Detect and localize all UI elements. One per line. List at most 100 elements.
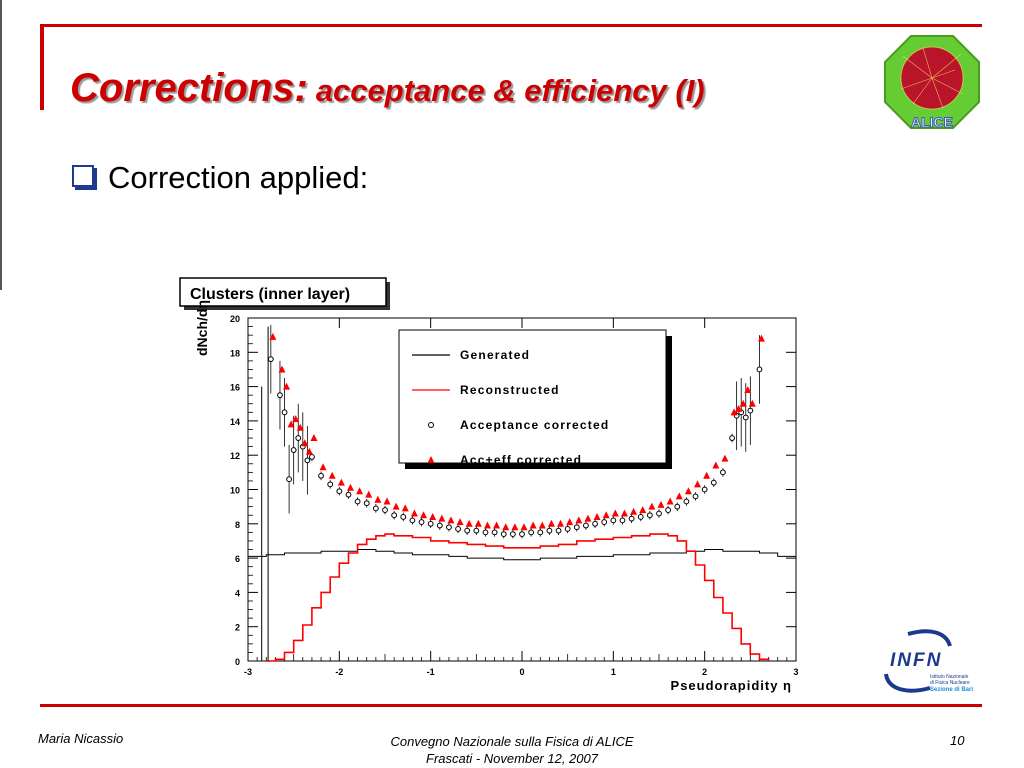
data-point-circle xyxy=(418,519,425,525)
data-point-triangle xyxy=(296,423,304,431)
y-tick-label: 10 xyxy=(230,486,240,496)
legend-label: Generated xyxy=(460,348,530,362)
data-point-triangle xyxy=(657,500,665,508)
data-point-triangle xyxy=(538,521,546,529)
data-point-circle xyxy=(427,520,434,527)
data-point-circle xyxy=(267,356,274,363)
data-point-triangle xyxy=(392,502,400,510)
data-point-triangle xyxy=(557,519,565,527)
slide-title-sub: acceptance & efficiency (I) xyxy=(315,73,705,108)
data-point-triangle xyxy=(730,408,738,416)
alice-logo: ALICE xyxy=(884,35,980,130)
y-tick-label: 6 xyxy=(235,554,240,564)
data-point-triangle xyxy=(493,521,501,529)
data-point-triangle xyxy=(584,514,592,522)
data-point-triangle xyxy=(611,509,619,517)
data-point-triangle xyxy=(365,490,373,498)
data-point-triangle xyxy=(639,506,647,514)
data-point-circle xyxy=(391,512,398,519)
data-point-circle xyxy=(555,527,562,534)
data-point-circle xyxy=(382,507,388,513)
data-point-circle xyxy=(482,529,489,536)
data-point-triangle xyxy=(712,461,720,469)
x-tick-label: -1 xyxy=(427,667,435,677)
data-point-circle xyxy=(564,526,571,532)
data-point-circle xyxy=(583,522,589,529)
data-point-circle xyxy=(436,522,443,529)
data-point-triangle xyxy=(456,518,464,526)
data-point-circle xyxy=(519,531,525,537)
data-point-triangle xyxy=(511,523,519,531)
infn-sub-1: Istituto Nazionale xyxy=(930,674,969,680)
data-point-triangle xyxy=(374,495,382,503)
data-point-triangle xyxy=(269,332,277,340)
x-axis-label: Pseudorapidity η xyxy=(671,678,792,693)
data-point-triangle xyxy=(666,497,674,505)
infn-sub-3: Sezione di Bari xyxy=(930,687,973,693)
legend-label: Reconstructed xyxy=(460,383,560,397)
data-point-circle xyxy=(742,414,749,421)
data-point-circle xyxy=(446,524,452,531)
data-point-circle xyxy=(286,476,292,483)
y-tick-label: 4 xyxy=(235,588,240,598)
data-point-triangle xyxy=(305,447,313,455)
y-tick-label: 18 xyxy=(230,348,240,358)
data-point-circle xyxy=(619,517,626,524)
data-point-triangle xyxy=(547,519,555,527)
data-point-triangle xyxy=(648,502,656,510)
data-point-triangle xyxy=(602,511,610,519)
series-reconstructed xyxy=(266,533,770,662)
legend-entry: Acceptance corrected xyxy=(428,418,608,432)
data-point-triangle xyxy=(721,454,729,462)
data-point-triangle xyxy=(748,399,756,407)
series-layer xyxy=(248,324,797,662)
y-tick-label: 2 xyxy=(235,623,240,633)
data-point-circle xyxy=(656,510,662,517)
histogram-line xyxy=(248,549,797,561)
data-point-circle xyxy=(304,457,311,464)
slide-title-main: Corrections: xyxy=(70,66,308,110)
data-point-circle xyxy=(637,514,644,520)
data-point-circle xyxy=(455,526,461,532)
legend: Generated Reconstructed Acceptance correct… xyxy=(398,329,672,469)
data-point-circle xyxy=(409,517,416,524)
data-point-triangle xyxy=(474,519,482,527)
footer-conference-line1: Convegno Nazionale sulla Fisica di ALICE xyxy=(390,734,634,749)
data-point-circle xyxy=(318,472,324,479)
y-tick-label: 14 xyxy=(230,417,240,427)
data-point-triangle xyxy=(465,519,473,527)
infn-logo: INFN Istituto Nazionale di Fisica Nuclea… xyxy=(884,629,973,693)
legend-entry: Acc+eff corrected xyxy=(427,453,582,467)
data-point-triangle xyxy=(319,463,327,471)
histogram-line xyxy=(266,533,770,662)
y-tick-label: 8 xyxy=(235,520,240,530)
data-point-circle xyxy=(327,481,334,488)
title-top-rule xyxy=(40,24,982,27)
data-point-circle xyxy=(683,498,690,505)
data-point-circle xyxy=(336,488,343,495)
data-point-circle xyxy=(729,435,735,441)
data-point-circle xyxy=(491,529,498,536)
x-tick-label: 0 xyxy=(519,667,524,677)
chart: Clusters (inner layer) dNch/dη Pseudorap… xyxy=(179,277,799,693)
data-point-circle xyxy=(628,515,635,522)
infn-sub-2: di Fisica Nucleare xyxy=(930,680,970,686)
legend-label: Acc+eff corrected xyxy=(460,453,582,467)
legend-circle-icon xyxy=(428,422,434,428)
data-point-triangle xyxy=(383,497,391,505)
data-point-triangle xyxy=(292,415,300,423)
data-point-triangle xyxy=(529,521,537,529)
data-point-triangle xyxy=(278,365,286,373)
data-point-triangle xyxy=(337,478,345,486)
data-point-circle xyxy=(290,447,297,453)
chart-title: Clusters (inner layer) xyxy=(190,286,350,303)
data-point-circle xyxy=(537,529,544,536)
footer-conference: Convegno Nazionale sulla Fisica di ALICE… xyxy=(0,733,1024,767)
x-tick-label: 3 xyxy=(793,667,798,677)
footer-rule xyxy=(40,704,982,707)
data-point-circle xyxy=(500,531,507,537)
data-point-circle xyxy=(354,498,361,505)
y-tick-label: 16 xyxy=(230,383,240,393)
data-point-triangle xyxy=(593,512,601,520)
data-point-triangle xyxy=(310,434,318,442)
